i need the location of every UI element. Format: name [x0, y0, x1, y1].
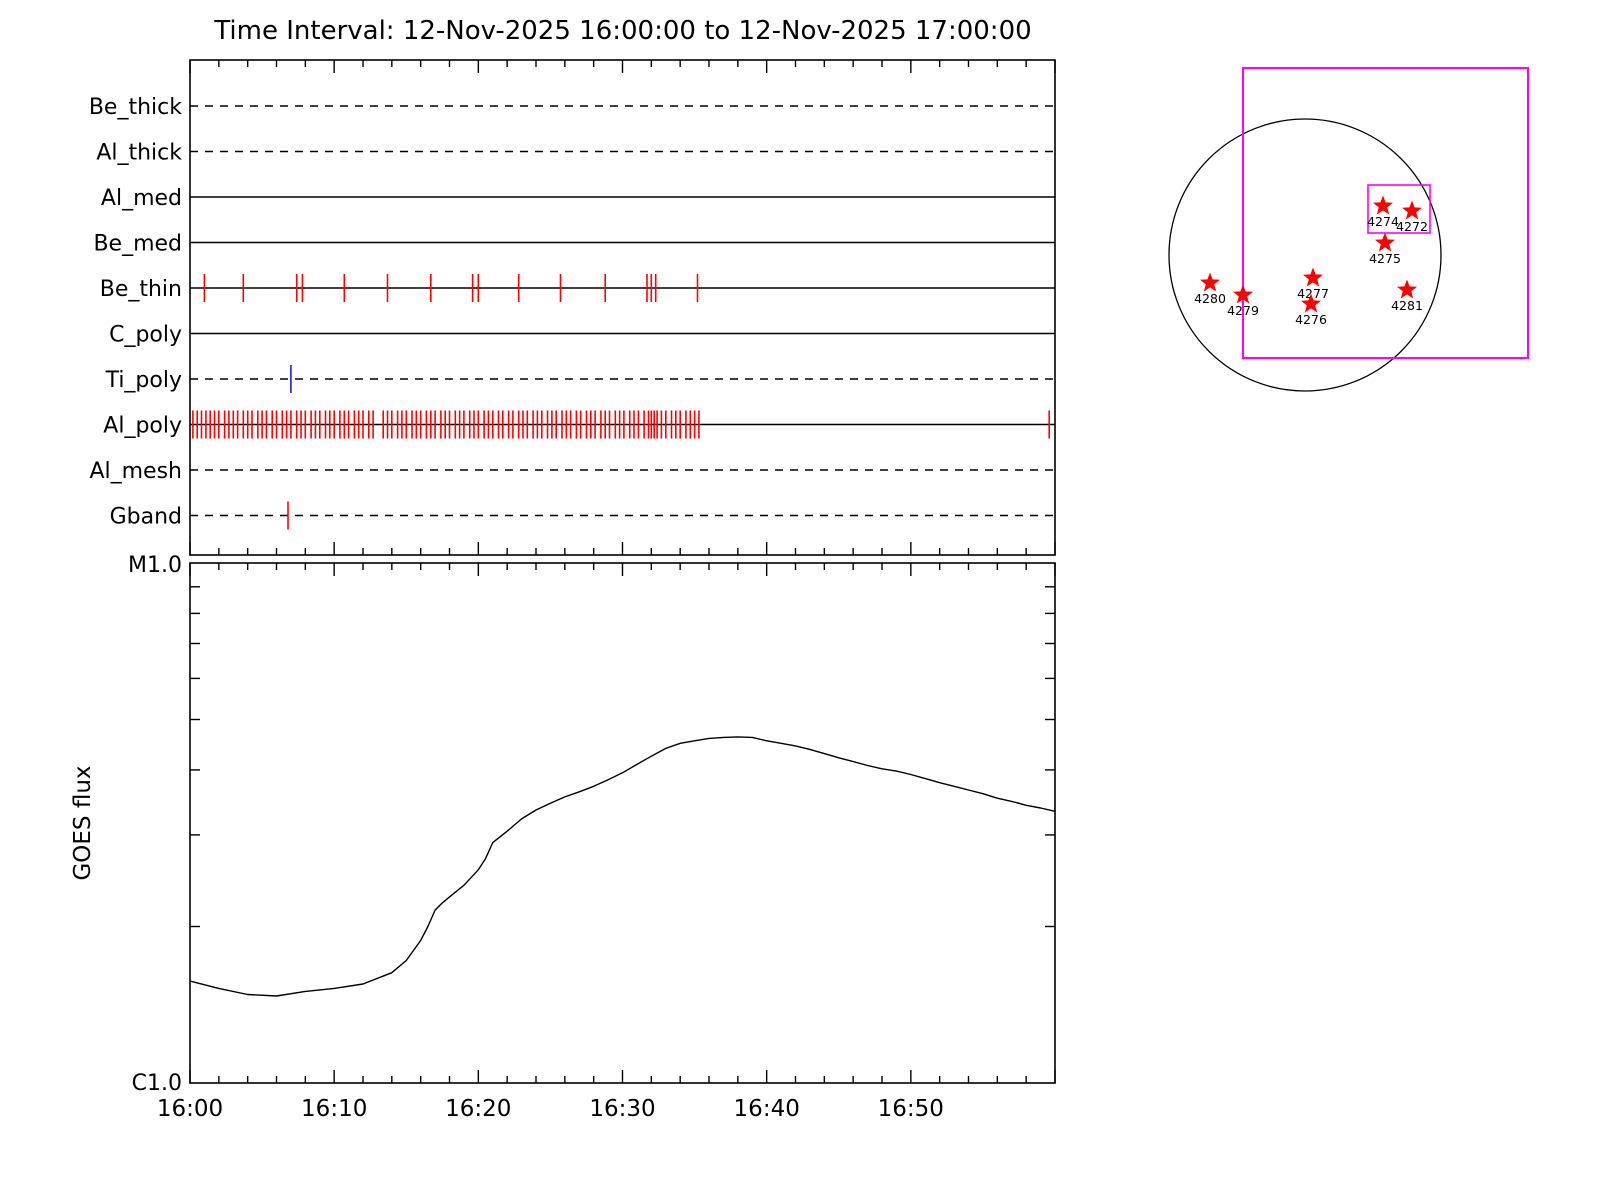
timeline-row-label-Be_thin: Be_thin: [100, 277, 182, 302]
goes-flux-curve: [189, 736, 1056, 997]
active-region-star-4279: [1233, 284, 1253, 304]
timeline-row-label-Ti_poly: Ti_poly: [105, 368, 182, 393]
x-tick-label-16:20: 16:20: [445, 1096, 511, 1122]
goes-panel-border: [189, 562, 1056, 1084]
active-region-label-4279: 4279: [1227, 303, 1259, 318]
active-region-label-4272: 4272: [1396, 219, 1428, 234]
active-region-star-4280: [1200, 272, 1220, 292]
active-region-star-4276: [1301, 293, 1321, 313]
timeline-row-label-Gband: Gband: [110, 505, 182, 530]
active-region-label-4280: 4280: [1194, 291, 1226, 306]
timeline-row-label-Be_thick: Be_thick: [89, 95, 182, 120]
active-region-label-4281: 4281: [1391, 298, 1423, 313]
timeline-row-label-Al_med: Al_med: [101, 186, 182, 211]
active-region-label-4277: 4277: [1297, 286, 1329, 301]
timeline-row-label-Al_poly: Al_poly: [103, 414, 182, 439]
active-region-label-4275: 4275: [1369, 251, 1401, 266]
solar-disk: [1168, 118, 1442, 392]
active-region-star-4281: [1397, 279, 1417, 299]
x-tick-label-16:10: 16:10: [301, 1096, 367, 1122]
active-region-label-4274: 4274: [1367, 214, 1399, 229]
goes-y-top-label: M1.0: [128, 553, 182, 578]
timeline-row-label-Al_thick: Al_thick: [96, 141, 182, 166]
active-region-star-4275: [1375, 232, 1395, 252]
active-region-label-4276: 4276: [1295, 312, 1327, 327]
goes-y-bottom-label: C1.0: [132, 1071, 182, 1096]
active-region-star-4277: [1303, 267, 1323, 287]
timeline-row-label-Al_mesh: Al_mesh: [89, 459, 182, 484]
active-region-star-4272: [1402, 200, 1422, 220]
timeline-panel-border: [189, 59, 1056, 556]
timeline-row-label-Be_med: Be_med: [93, 232, 182, 257]
x-tick-label-16:40: 16:40: [734, 1096, 800, 1122]
timeline-row-label-C_poly: C_poly: [109, 323, 182, 348]
active-region-star-4274: [1373, 195, 1393, 215]
x-tick-label-16:00: 16:00: [157, 1096, 223, 1122]
x-tick-label-16:50: 16:50: [878, 1096, 944, 1122]
target-box: [1367, 184, 1431, 234]
fov-box: [1242, 67, 1529, 359]
figure-title: Time Interval: 12-Nov-2025 16:00:00 to 1…: [214, 16, 1032, 46]
x-tick-label-16:30: 16:30: [589, 1096, 655, 1122]
goes-ylabel: GOES flux: [70, 765, 96, 880]
